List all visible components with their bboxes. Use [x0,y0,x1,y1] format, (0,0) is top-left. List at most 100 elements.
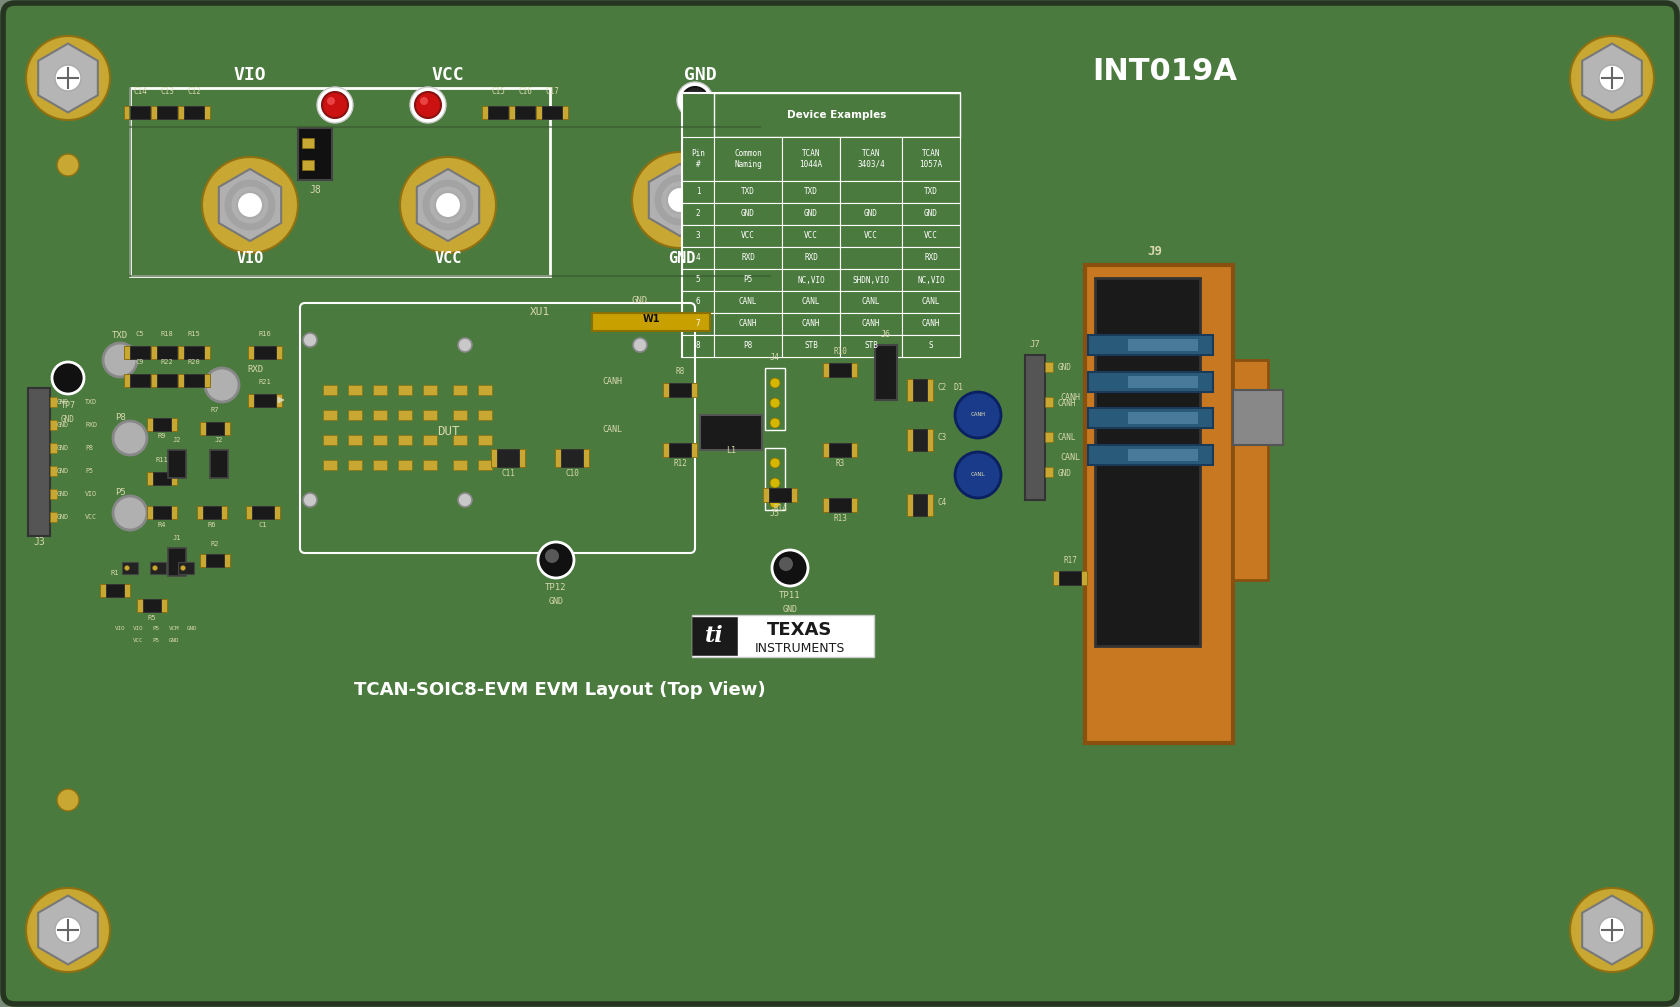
Circle shape [769,478,780,488]
Text: J7: J7 [1030,340,1040,349]
Text: R5: R5 [148,615,156,621]
Text: TP11: TP11 [780,591,801,600]
Text: CANH: CANH [801,319,820,328]
Text: C16: C16 [517,87,533,96]
Text: TXD: TXD [805,187,818,196]
Bar [1045,362,1053,372]
Circle shape [1599,917,1625,943]
Text: R11: R11 [156,457,168,463]
Text: C14: C14 [133,87,146,96]
Bar [516,106,534,119]
Text: TCAN
1044A: TCAN 1044A [800,149,823,169]
Text: C12: C12 [186,87,202,96]
Bar [50,443,57,453]
Bar [714,137,781,181]
Bar [123,584,129,597]
Text: GND: GND [60,415,76,424]
Text: INSTRUMENTS: INSTRUMENTS [754,642,845,656]
Text: Device Examples: Device Examples [788,110,887,120]
Bar [1058,571,1080,585]
Bar [101,584,108,597]
Bar [156,346,176,359]
Polygon shape [1583,43,1641,113]
Bar [1089,445,1213,465]
Bar [1127,449,1198,461]
Bar [682,313,714,335]
Bar [912,379,927,401]
Text: ti: ti [704,625,724,648]
Circle shape [544,549,559,563]
Bar [207,554,223,567]
Text: P5: P5 [153,638,160,643]
Bar [178,374,185,387]
Text: GND: GND [669,251,696,266]
Bar [902,335,959,357]
Circle shape [124,566,129,571]
Text: R16: R16 [259,331,272,337]
Bar [764,448,785,510]
Bar [143,599,161,612]
Text: TCAN
1057A: TCAN 1057A [919,149,942,169]
Bar [50,397,57,407]
Bar [176,106,183,119]
Text: GND: GND [924,209,937,219]
Text: CANL: CANL [922,297,941,306]
Text: J2: J2 [173,437,181,443]
Text: R3: R3 [835,459,845,468]
Bar [781,137,840,181]
Text: 6: 6 [696,297,701,306]
Bar [398,435,412,445]
Text: RXD: RXD [247,365,264,374]
Bar [178,562,193,574]
Bar [664,383,670,397]
Bar [507,106,514,119]
Text: STB: STB [864,341,879,350]
Bar [1080,571,1087,585]
Text: GND: GND [168,638,180,643]
Bar [124,106,131,119]
Circle shape [769,418,780,428]
Text: GND: GND [57,399,69,405]
Bar [682,291,714,313]
Text: CANL: CANL [862,297,880,306]
Text: GND: GND [1058,468,1072,477]
Bar [714,181,781,203]
Bar [150,346,156,359]
Bar [373,385,386,395]
Bar [1085,265,1233,743]
Text: GND: GND [186,626,197,631]
Bar [176,374,183,387]
Text: NC,VIO: NC,VIO [796,276,825,285]
Circle shape [113,421,148,455]
Text: VCC: VCC [435,251,462,266]
Text: CANH: CANH [739,319,758,328]
Bar [907,379,914,401]
Bar [479,410,492,420]
Text: CANL: CANL [601,425,622,434]
Bar [517,449,526,467]
Bar [156,106,176,119]
Text: R21: R21 [259,379,272,385]
Bar [50,489,57,499]
Bar [840,225,902,247]
Bar [29,388,50,536]
Bar [1233,359,1268,580]
Bar [348,435,361,445]
Text: TCAN
3403/4: TCAN 3403/4 [857,149,885,169]
Text: SHDN,VIO: SHDN,VIO [852,276,889,285]
Bar [1095,278,1200,646]
Bar [902,313,959,335]
Circle shape [459,338,472,352]
Text: TP12: TP12 [546,583,566,592]
Circle shape [302,493,318,507]
Text: CANL: CANL [971,472,986,477]
Bar [153,472,171,485]
Text: TP7: TP7 [60,401,76,410]
Bar [664,443,670,457]
Bar [902,203,959,225]
Text: R4: R4 [158,522,166,528]
Text: GND: GND [783,605,798,614]
Bar [398,460,412,470]
Bar [160,599,166,612]
Bar [682,335,714,357]
